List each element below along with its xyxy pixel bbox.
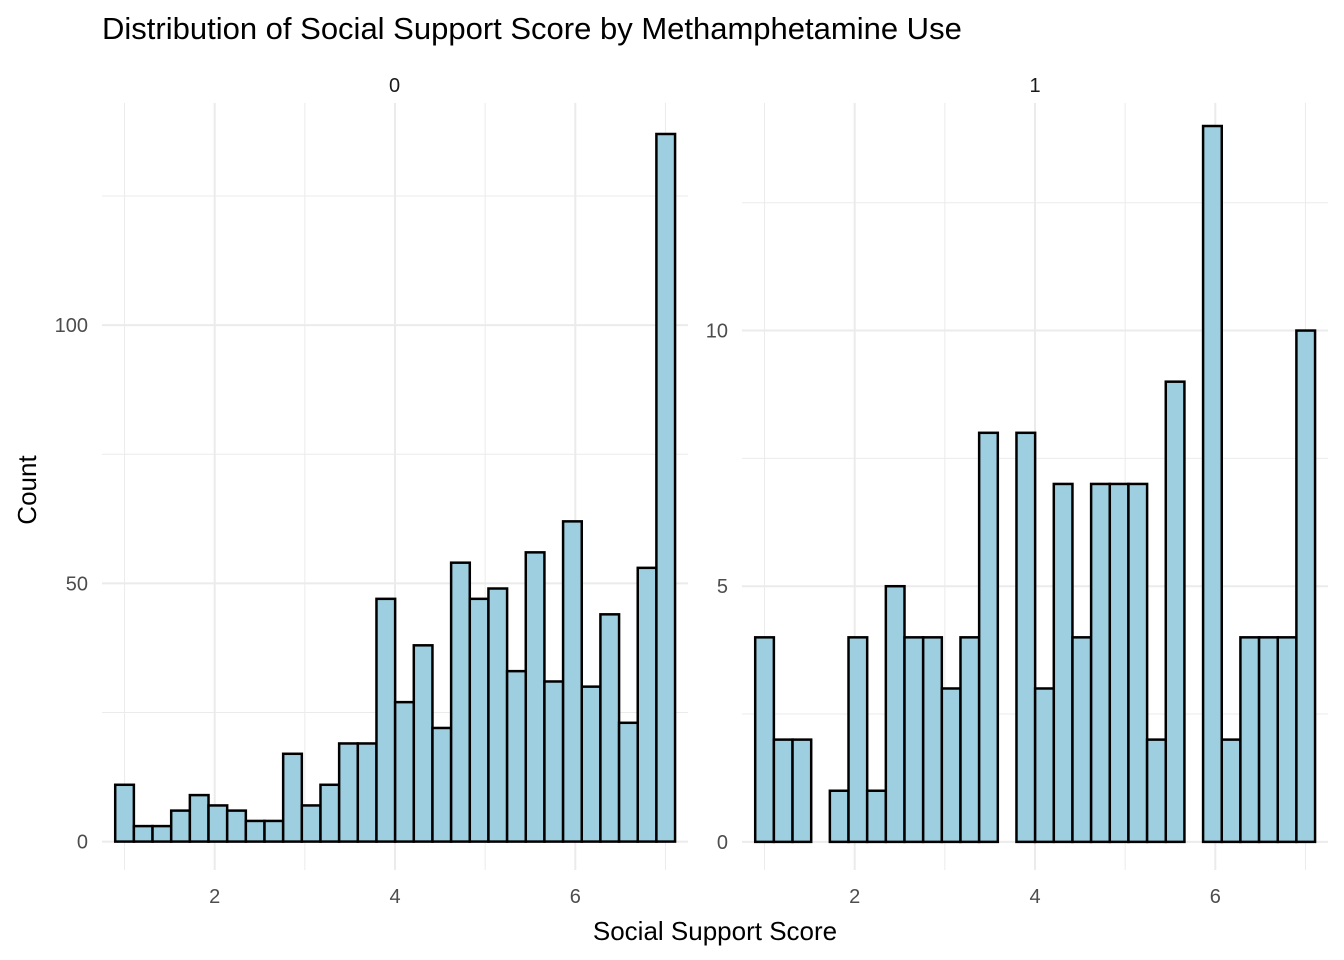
histogram-bar [505, 669, 528, 843]
histogram-bar [132, 824, 154, 843]
x-tick-label: 4 [1029, 886, 1040, 908]
histogram-bar [244, 819, 266, 843]
histogram-bar [884, 584, 906, 844]
histogram-bar [263, 819, 285, 843]
histogram-bar [1033, 687, 1056, 844]
y-tick-label: 50 [66, 573, 88, 595]
histogram-bar [169, 809, 192, 843]
histogram-bar [921, 636, 944, 844]
histogram-bar [655, 132, 677, 843]
histogram-bar [977, 431, 1000, 844]
panel-0-x-ticks: 2 4 6 [209, 886, 581, 908]
x-tick-label: 2 [849, 886, 860, 908]
histogram-bar [940, 687, 962, 844]
histogram-bar [772, 738, 794, 844]
histogram-bar [300, 804, 322, 843]
histogram-bar [188, 793, 210, 843]
histogram-bar [412, 644, 434, 843]
histogram-bar [207, 804, 229, 843]
y-tick-label: 100 [55, 315, 88, 337]
panel-1-x-ticks: 2 4 6 [849, 886, 1221, 908]
histogram-bar [636, 566, 658, 843]
histogram-bar [1071, 636, 1093, 844]
y-tick-label: 0 [77, 832, 88, 854]
histogram-bar [1276, 636, 1298, 844]
histogram-bar [903, 636, 925, 844]
histogram-bar [599, 613, 621, 843]
histogram-bar [356, 742, 378, 843]
histogram-bar [1257, 636, 1279, 844]
histogram-bar [847, 636, 869, 844]
histogram-bar [543, 680, 565, 843]
panel-1-bars [753, 124, 1317, 844]
histogram-bar [113, 783, 136, 843]
panel-0-strip-label: 0 [389, 75, 400, 97]
panel-1-y-ticks: 0 5 10 [706, 321, 728, 854]
x-axis-title: Social Support Score [593, 916, 837, 946]
histogram-bar [1220, 738, 1242, 844]
histogram-bar [1295, 329, 1317, 844]
histogram-bar [753, 636, 776, 844]
histogram-bar [375, 597, 397, 843]
histogram-bar [151, 824, 173, 843]
panel-1-strip-label: 1 [1029, 75, 1040, 97]
histogram-bar [524, 551, 546, 843]
histogram-bar [449, 561, 472, 843]
panel-0-y-ticks: 0 50 100 [55, 315, 88, 853]
histogram-bar [337, 742, 360, 843]
histogram-bar [1015, 431, 1037, 844]
x-tick-label: 6 [1210, 886, 1221, 908]
x-tick-label: 2 [209, 886, 220, 908]
histogram-bar [1201, 124, 1224, 844]
x-tick-label: 4 [389, 886, 400, 908]
panel-0: 0 2 4 6 0 50 100 [55, 75, 688, 908]
histogram-bar [1052, 482, 1074, 844]
histogram-bar [617, 721, 639, 843]
histogram-bar [319, 783, 341, 843]
histogram-bar [225, 809, 248, 843]
histogram-bar [865, 789, 888, 844]
histogram-bar [1089, 482, 1112, 844]
histogram-bar [393, 700, 416, 843]
histogram-bar [561, 520, 584, 843]
histogram-bar [828, 789, 850, 844]
histogram-bar [468, 597, 490, 843]
chart-title: Distribution of Social Support Score by … [102, 11, 962, 46]
histogram-bar [487, 587, 509, 843]
y-axis-title: Count [12, 455, 42, 525]
histogram-bar [1239, 636, 1261, 844]
y-tick-label: 5 [717, 576, 728, 598]
histogram-bar [959, 636, 981, 844]
y-tick-label: 0 [717, 832, 728, 854]
histogram-bar [431, 726, 453, 843]
x-tick-label: 6 [570, 886, 581, 908]
panel-0-bars [113, 132, 677, 843]
histogram-bar [1108, 482, 1130, 844]
y-tick-label: 10 [706, 321, 728, 343]
histogram-bar [1164, 380, 1186, 844]
histogram-bar [1127, 482, 1149, 844]
panel-1: 1 2 4 6 0 5 10 [706, 75, 1328, 908]
histogram-bar [281, 752, 304, 843]
histogram-bar [1145, 738, 1168, 844]
histogram-bar [791, 738, 813, 844]
histogram-bar [580, 685, 602, 843]
